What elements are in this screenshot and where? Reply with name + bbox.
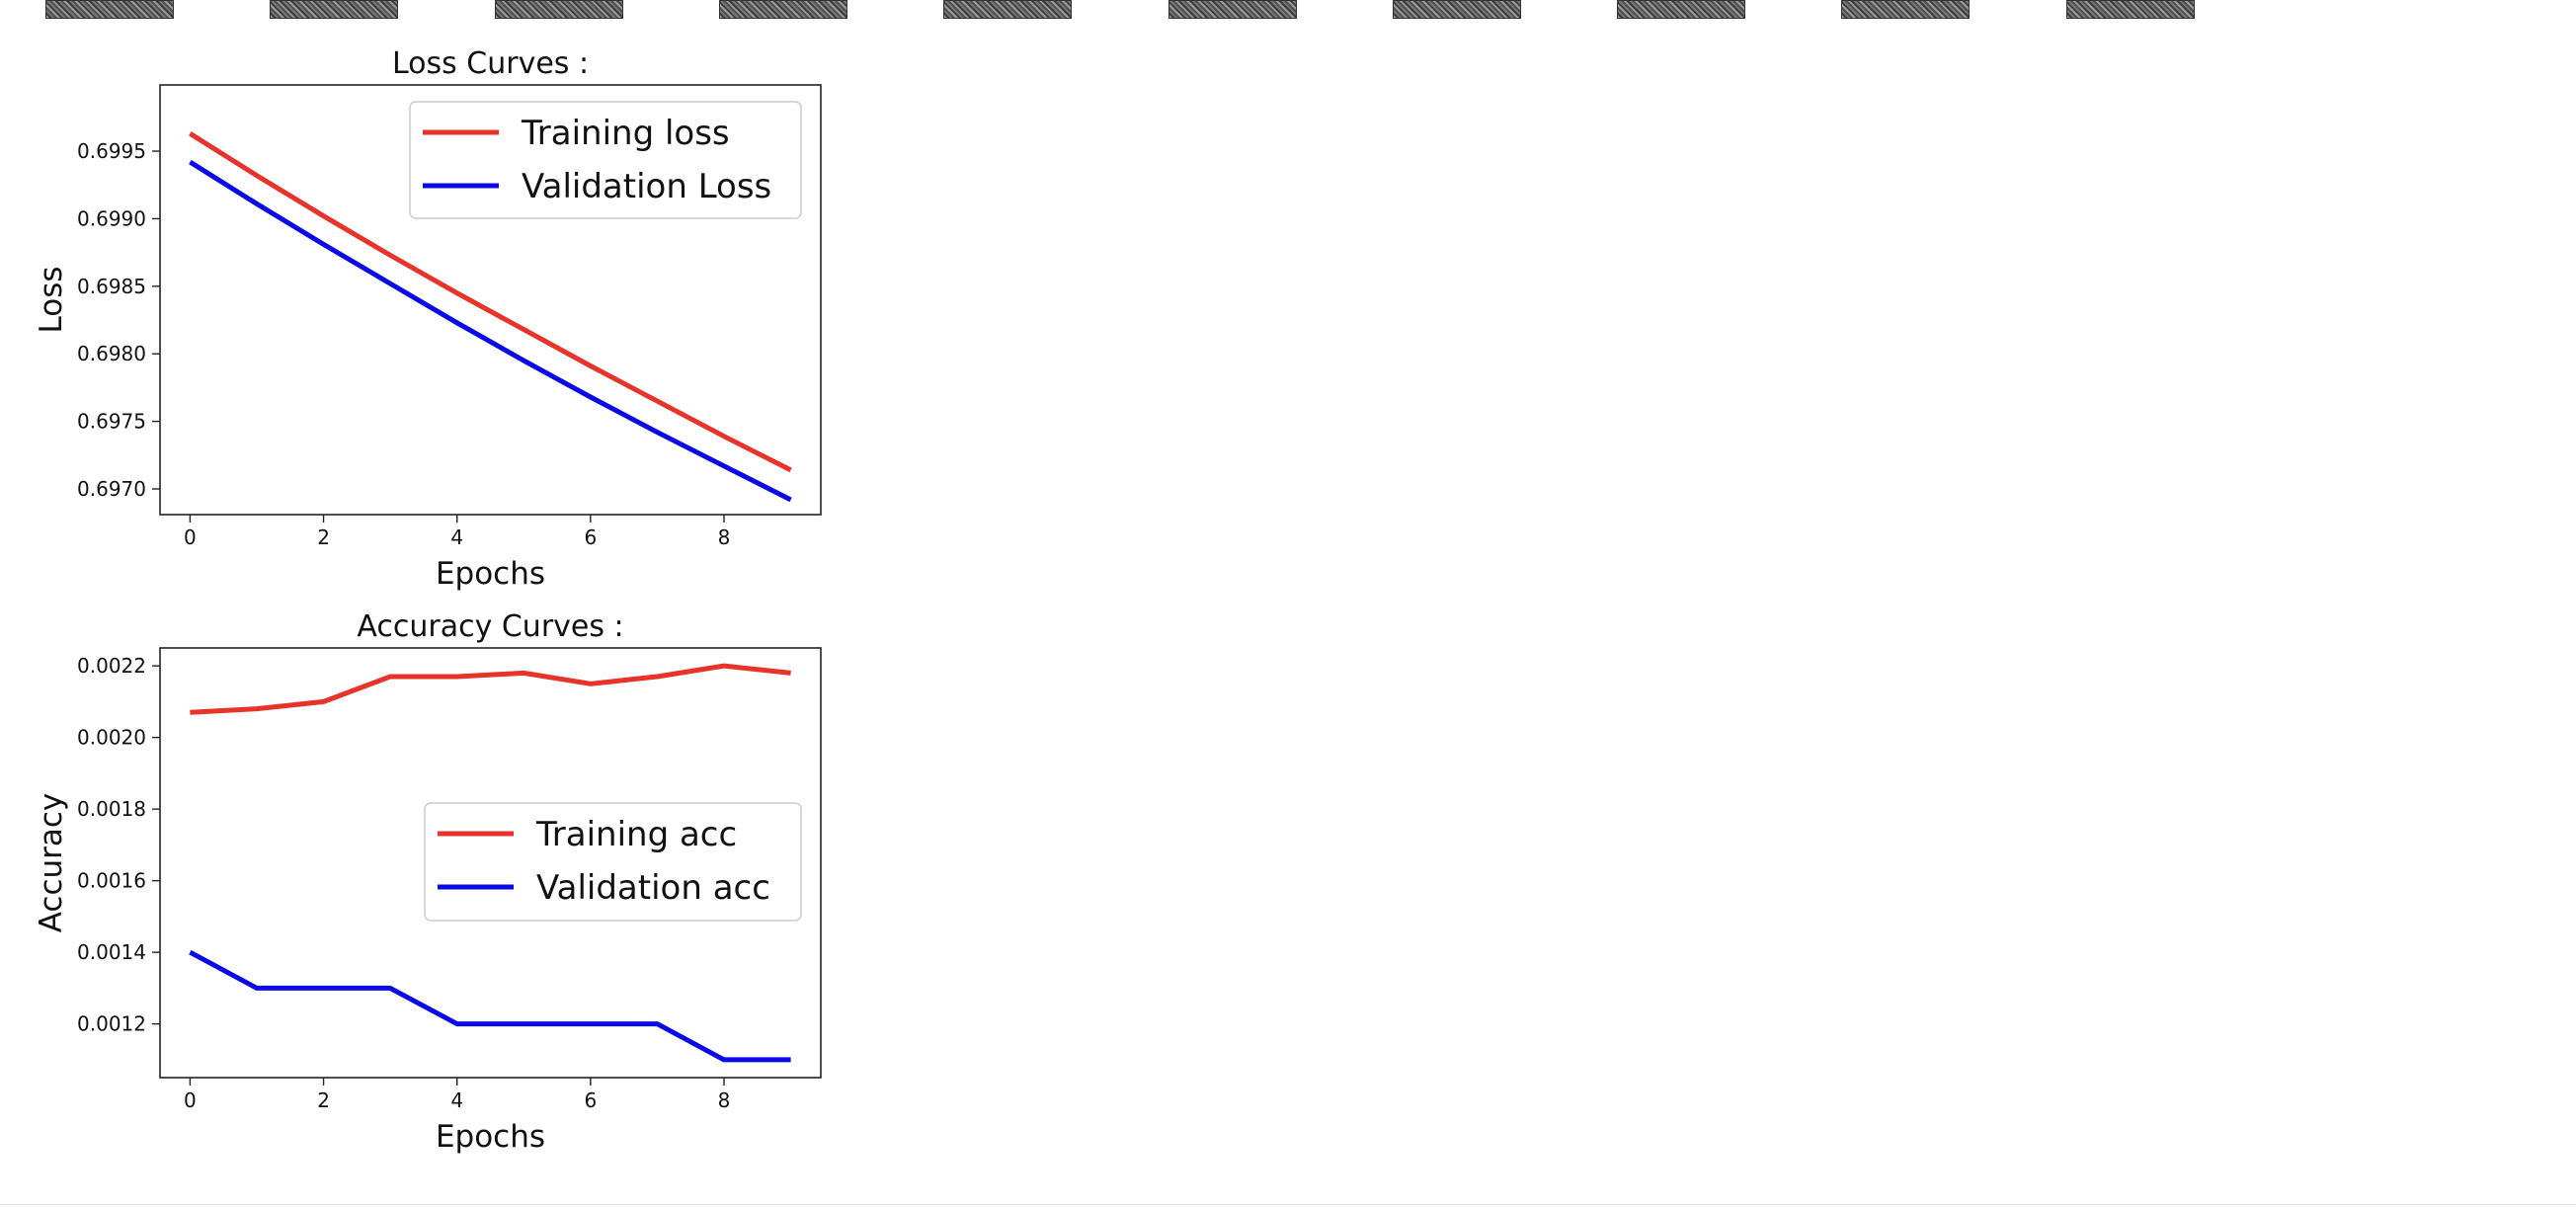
x-axis-label: Epochs	[436, 1119, 545, 1155]
loss-chart: Loss Curves : 0 2 4 6 8 0.6970 0.6975 0.6980 0.69…	[34, 46, 822, 592]
y-tick-label: 0.0022	[77, 654, 146, 678]
y-axis-label: Accuracy	[34, 793, 69, 933]
y-tick-label: 0.6970	[77, 477, 146, 501]
legend-label: Validation acc	[536, 868, 770, 908]
y-axis-label: Loss	[34, 267, 69, 334]
legend-label: Training loss	[521, 114, 730, 153]
y-tick-label: 0.0018	[77, 797, 146, 821]
x-tick-label: 4	[450, 1088, 463, 1112]
y-tick-label: 0.6995	[77, 139, 146, 163]
y-tick-label: 0.6975	[77, 410, 146, 434]
x-axis-label: Epochs	[436, 556, 545, 592]
legend-label: Training acc	[535, 815, 737, 854]
x-tick-label: 6	[584, 1088, 597, 1112]
image-thumbnail	[1841, 0, 1971, 19]
x-tick-label: 2	[317, 1088, 330, 1112]
x-tick-label: 2	[317, 525, 330, 549]
legend-box	[424, 802, 802, 922]
image-thumbnail	[45, 0, 174, 19]
x-tick-label: 8	[718, 1088, 731, 1112]
y-tick-label: 0.0012	[77, 1012, 146, 1036]
y-tick-label: 0.6985	[77, 275, 146, 298]
x-tick-label: 0	[184, 1088, 197, 1112]
image-thumbnail	[1167, 0, 1297, 19]
series-line-validation	[189, 159, 792, 503]
image-thumbnail-strip	[0, 0, 2576, 20]
image-thumbnail	[2065, 0, 2195, 19]
series-line-validation	[189, 949, 791, 1063]
y-tick-label: 0.6990	[77, 206, 146, 230]
image-thumbnail	[270, 0, 399, 19]
legend-box	[409, 101, 802, 219]
accuracy-chart: Accuracy Curves : 0 2 4 6 8 0.0012 0.0014 0.0016…	[34, 609, 822, 1155]
image-thumbnail	[494, 0, 623, 19]
image-thumbnail	[943, 0, 1073, 19]
y-tick-label: 0.0014	[77, 940, 146, 964]
chart-title: Accuracy Curves :	[357, 609, 623, 644]
y-tick-label: 0.0020	[77, 726, 146, 750]
x-tick-label: 8	[718, 525, 731, 549]
series-line-training	[190, 663, 791, 715]
plot-frame	[159, 647, 822, 1079]
y-tick-label: 0.6980	[77, 342, 146, 365]
x-tick-label: 4	[450, 525, 463, 549]
series-line-training	[189, 131, 792, 473]
y-tick-label: 0.0016	[77, 869, 146, 893]
chart-title: Loss Curves :	[392, 46, 589, 81]
x-tick-label: 0	[184, 525, 197, 549]
bottom-divider	[0, 1204, 2576, 1205]
image-thumbnail	[1392, 0, 1521, 19]
legend-label: Validation Loss	[522, 167, 771, 206]
plot-frame	[159, 84, 822, 516]
image-thumbnail	[718, 0, 847, 19]
x-tick-label: 6	[584, 525, 597, 549]
image-thumbnail	[1617, 0, 1746, 19]
